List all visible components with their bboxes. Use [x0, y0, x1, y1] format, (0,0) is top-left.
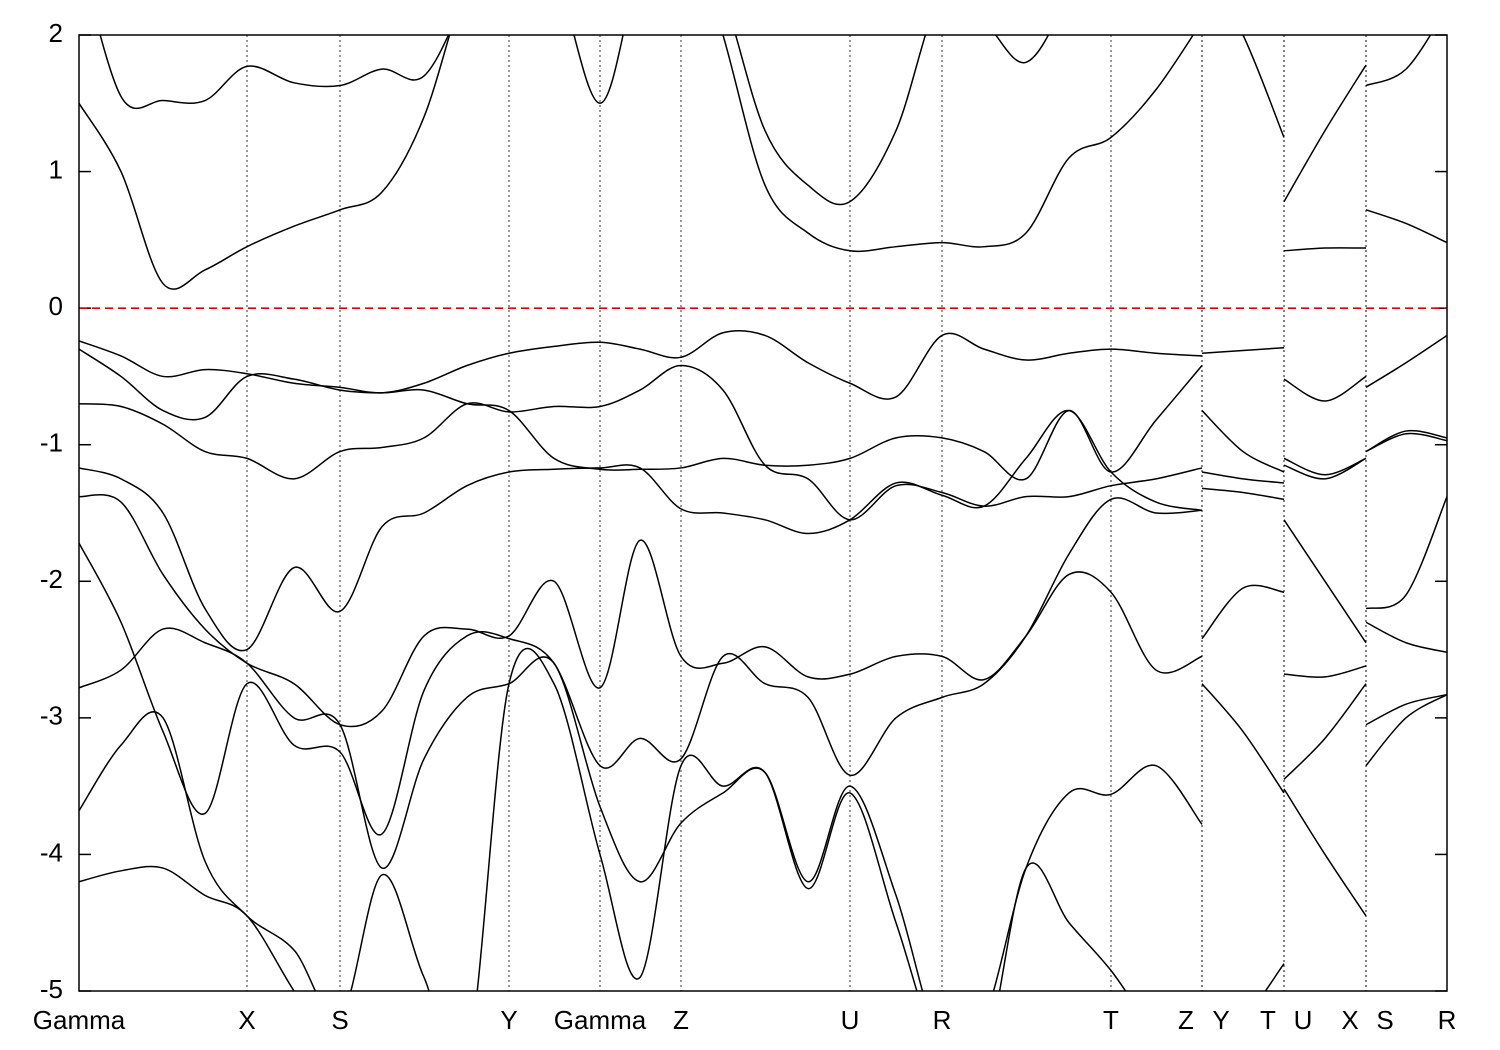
x-tick-label: X [238, 1005, 255, 1035]
band-line [79, 865, 295, 991]
x-tick-label: T [1260, 1005, 1276, 1035]
y-tick-label: -3 [40, 701, 63, 731]
x-tick-label: Gamma [554, 1005, 647, 1035]
x-tick-label: T [1103, 1005, 1119, 1035]
x-tick-label: R [933, 1005, 952, 1035]
x-tick-label: Z [1178, 1005, 1194, 1035]
band-line [99, 35, 1432, 206]
band-line [79, 35, 1447, 290]
x-tick-label: Y [1212, 1005, 1229, 1035]
plot-frame [78, 34, 1448, 992]
x-tick-label: S [1376, 1005, 1393, 1035]
x-tick-label: Z [673, 1005, 689, 1035]
band-line [79, 497, 1447, 836]
y-tick-label: -2 [40, 564, 63, 594]
y-tick-label: -5 [40, 974, 63, 1004]
x-tick-label: U [841, 1005, 860, 1035]
band-line [79, 494, 1447, 728]
y-tick-label: 2 [49, 18, 63, 48]
x-tick-label: R [1438, 1005, 1457, 1035]
band-line [79, 627, 1447, 991]
y-tick-label: -4 [40, 837, 63, 867]
band-line [79, 409, 1447, 652]
x-tick-label: Gamma [33, 1005, 126, 1035]
x-tick-label: U [1294, 1005, 1313, 1035]
band-line [79, 329, 1447, 402]
x-tick-label: S [331, 1005, 348, 1035]
bands [79, 35, 1447, 991]
x-tick-label: Y [500, 1005, 517, 1035]
y-tick-label: -1 [40, 428, 63, 458]
y-tick-label: 0 [49, 291, 63, 321]
band-line [79, 364, 1447, 521]
x-tick-label: X [1341, 1005, 1358, 1035]
band-line [79, 647, 1127, 991]
band-line [79, 348, 1447, 481]
y-tick-label: 1 [49, 154, 63, 184]
